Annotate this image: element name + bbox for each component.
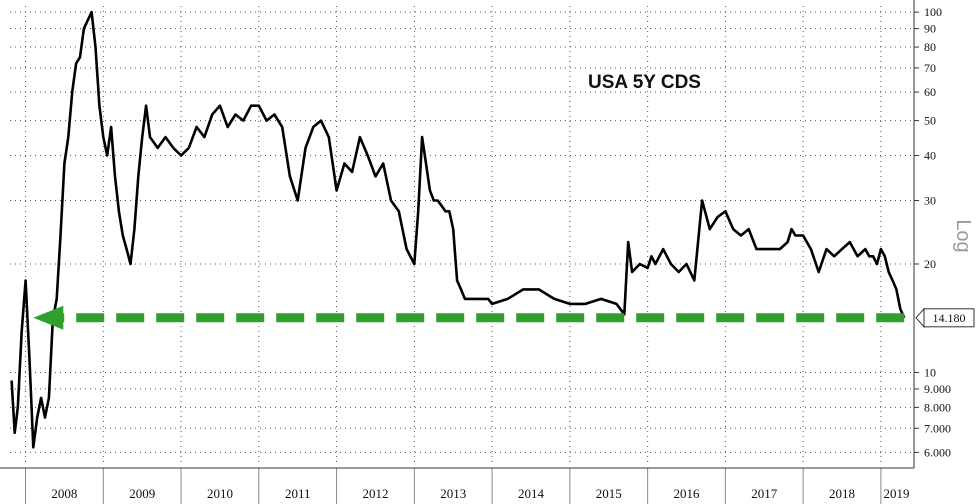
x-tick-label: 2018 [829, 486, 855, 501]
series-line [10, 10, 906, 449]
y-tick-label: 90 [924, 22, 936, 36]
x-tick-label: 2013 [440, 486, 466, 501]
log-scale-label: Log [952, 219, 974, 252]
y-tick-label: 6.000 [924, 445, 951, 459]
series-lines [10, 10, 906, 449]
x-tick-label: 2016 [674, 486, 701, 501]
annotation: 14.180 [33, 305, 975, 330]
x-tick-label: 2017 [751, 486, 778, 501]
grid [10, 6, 912, 466]
x-tick-label: 2008 [51, 486, 77, 501]
last-value-pointer [915, 307, 925, 329]
x-tick-label: 2010 [207, 486, 233, 501]
y-tick-label: 60 [924, 85, 936, 99]
y-tick-label: 8.000 [924, 400, 951, 414]
x-tick-label: 2011 [285, 486, 311, 501]
x-tick-label: 2015 [596, 486, 622, 501]
x-tick-labels: 2008 2009 2010 2011 2012 2013 2014 2015 2016 2017… [51, 486, 909, 501]
y-tick-label: 70 [924, 61, 936, 75]
y-tick-label: 100 [924, 5, 942, 19]
x-tick-label: 2009 [129, 486, 155, 501]
last-value-label: 14.180 [933, 311, 966, 325]
y-tick-label: 7.000 [924, 421, 951, 435]
x-tick-label: 2019 [883, 486, 909, 501]
last-value-box [923, 308, 975, 328]
x-tick-label: 2012 [362, 486, 388, 501]
y-tick-label: 20 [924, 257, 936, 271]
chart-title: USA 5Y CDS [588, 72, 701, 93]
y-tick-labels: 100 90 80 70 60 50 40 30 20 10 9.000 8.000 7.000 6.00… [924, 5, 951, 459]
arrow-head [33, 305, 64, 330]
y-tick-label: 9.000 [924, 382, 951, 396]
y-tick-label: 80 [924, 40, 936, 54]
y-tick-label: 40 [924, 149, 936, 163]
y-tick-label: 30 [924, 194, 936, 208]
y-tick-label: 10 [924, 365, 936, 379]
axes [0, 0, 919, 504]
x-tick-label: 2014 [518, 486, 545, 501]
y-tick-label: 50 [924, 114, 936, 128]
